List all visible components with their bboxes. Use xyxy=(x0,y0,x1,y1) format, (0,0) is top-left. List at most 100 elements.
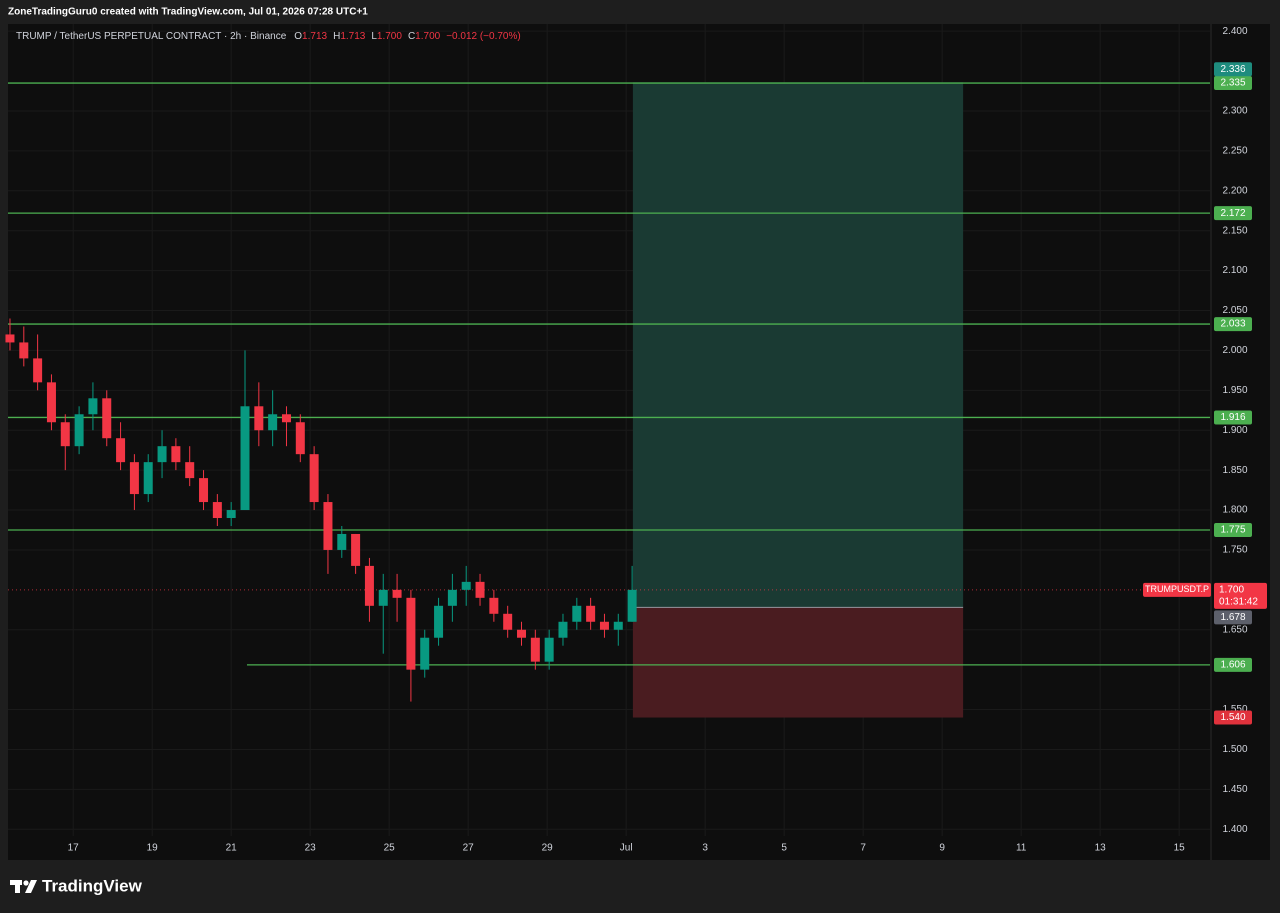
candle-body xyxy=(434,605,444,638)
loss-zone xyxy=(632,607,964,718)
candle-body xyxy=(19,342,29,359)
y-tick-label: 1.500 xyxy=(1222,744,1247,755)
candle-body xyxy=(364,565,374,606)
candle-body xyxy=(489,597,499,614)
candle-body xyxy=(323,502,333,550)
x-tick-label: 9 xyxy=(939,843,945,854)
level-label-bg xyxy=(1214,657,1252,672)
x-tick-label: 3 xyxy=(702,843,708,854)
candle-body xyxy=(461,581,471,590)
candle-body xyxy=(33,358,43,383)
x-tick-label: 7 xyxy=(860,843,866,854)
candle-body xyxy=(337,533,347,550)
level-label: 1.606 xyxy=(1220,660,1245,671)
candle-body xyxy=(558,621,568,638)
legend-value: 1.700 xyxy=(377,31,402,42)
candle-body xyxy=(46,382,56,423)
logo xyxy=(10,880,37,893)
symbol-tag-bg xyxy=(1143,582,1211,597)
x-tick-label: 5 xyxy=(781,843,787,854)
level-label: 1.775 xyxy=(1220,525,1245,536)
header-text: ZoneTradingGuru0 created with TradingVie… xyxy=(8,7,368,18)
candle-body xyxy=(503,613,513,630)
candle-body xyxy=(116,438,126,463)
y-tick-label: 2.100 xyxy=(1222,265,1247,276)
level-label: 2.033 xyxy=(1220,319,1245,330)
legend-key: C xyxy=(408,31,415,42)
candle-body xyxy=(392,589,402,598)
candle-body xyxy=(309,454,319,503)
candle-body xyxy=(88,398,98,415)
x-tick-label: 19 xyxy=(147,843,159,854)
level-label-bg xyxy=(1214,410,1252,425)
x-tick-label: 25 xyxy=(384,843,396,854)
candle-body xyxy=(295,422,305,455)
candle-body xyxy=(129,462,139,495)
candle-body xyxy=(212,502,222,519)
x-tick-label: Jul xyxy=(620,843,633,854)
candle-body xyxy=(171,446,181,463)
candle-body xyxy=(60,422,70,447)
candle-body xyxy=(268,414,278,431)
y-tick-label: 1.800 xyxy=(1222,505,1247,516)
candle-body xyxy=(599,621,609,630)
legend-key: H xyxy=(333,31,340,42)
last-price-bg xyxy=(1214,582,1267,609)
legend-key: O xyxy=(294,31,302,42)
candle-body xyxy=(572,605,582,622)
y-tick-label: 1.450 xyxy=(1222,784,1247,795)
y-tick-label: 2.150 xyxy=(1222,225,1247,236)
y-tick-label: 2.050 xyxy=(1222,305,1247,316)
candle-body xyxy=(351,533,361,566)
y-tick-label: 1.850 xyxy=(1222,465,1247,476)
candle-body xyxy=(74,414,84,447)
y-tick-label: 2.250 xyxy=(1222,146,1247,157)
y-tick-label: 2.400 xyxy=(1222,26,1247,37)
legend-symbol: TRUMP / TetherUS PERPETUAL CONTRACT · 2h… xyxy=(16,31,287,42)
level-label-bg xyxy=(1214,317,1252,332)
last-price-label: 1.700 xyxy=(1219,584,1244,595)
candle-body xyxy=(420,637,430,670)
profit-zone xyxy=(632,82,964,608)
candle-body xyxy=(447,589,457,606)
brand: TradingView xyxy=(42,876,143,895)
level-label: 2.172 xyxy=(1220,208,1245,219)
target-label-bg xyxy=(1214,62,1252,77)
stop-label-bg xyxy=(1214,710,1252,725)
y-tick-label: 2.300 xyxy=(1222,106,1247,117)
legend-value: 1.700 xyxy=(415,31,440,42)
candle-body xyxy=(544,637,554,662)
candle-body xyxy=(281,414,291,423)
candle-body xyxy=(102,398,112,439)
x-tick-label: 17 xyxy=(68,843,80,854)
level-label: 1.916 xyxy=(1220,412,1245,423)
x-tick-label: 11 xyxy=(1016,843,1027,854)
x-tick-label: 13 xyxy=(1095,843,1107,854)
legend-key: L xyxy=(371,31,377,42)
y-tick-label: 1.950 xyxy=(1222,385,1247,396)
y-tick-label: 1.650 xyxy=(1222,624,1247,635)
candle-body xyxy=(378,589,388,606)
x-tick-label: 21 xyxy=(226,843,238,854)
candle-body xyxy=(199,478,209,503)
candle-body xyxy=(157,446,167,463)
level-label-bg xyxy=(1214,206,1252,221)
logo-shape xyxy=(23,880,29,886)
x-tick-label: 23 xyxy=(305,843,317,854)
target-label: 2.336 xyxy=(1220,64,1245,75)
candle-body xyxy=(254,406,264,431)
y-tick-label: 2.200 xyxy=(1222,185,1247,196)
candle-body xyxy=(613,621,623,630)
y-tick-label: 1.400 xyxy=(1222,824,1247,835)
level-label-bg xyxy=(1214,76,1252,91)
legend: TRUMP / TetherUS PERPETUAL CONTRACT · 2h… xyxy=(16,31,521,42)
candle-body xyxy=(530,637,540,662)
candle-body xyxy=(475,581,485,598)
y-tick-label: 1.550 xyxy=(1222,704,1247,715)
x-tick-label: 29 xyxy=(542,843,554,854)
candle-body xyxy=(143,462,153,495)
y-tick-label: 1.900 xyxy=(1222,425,1247,436)
logo-shape xyxy=(15,880,20,893)
